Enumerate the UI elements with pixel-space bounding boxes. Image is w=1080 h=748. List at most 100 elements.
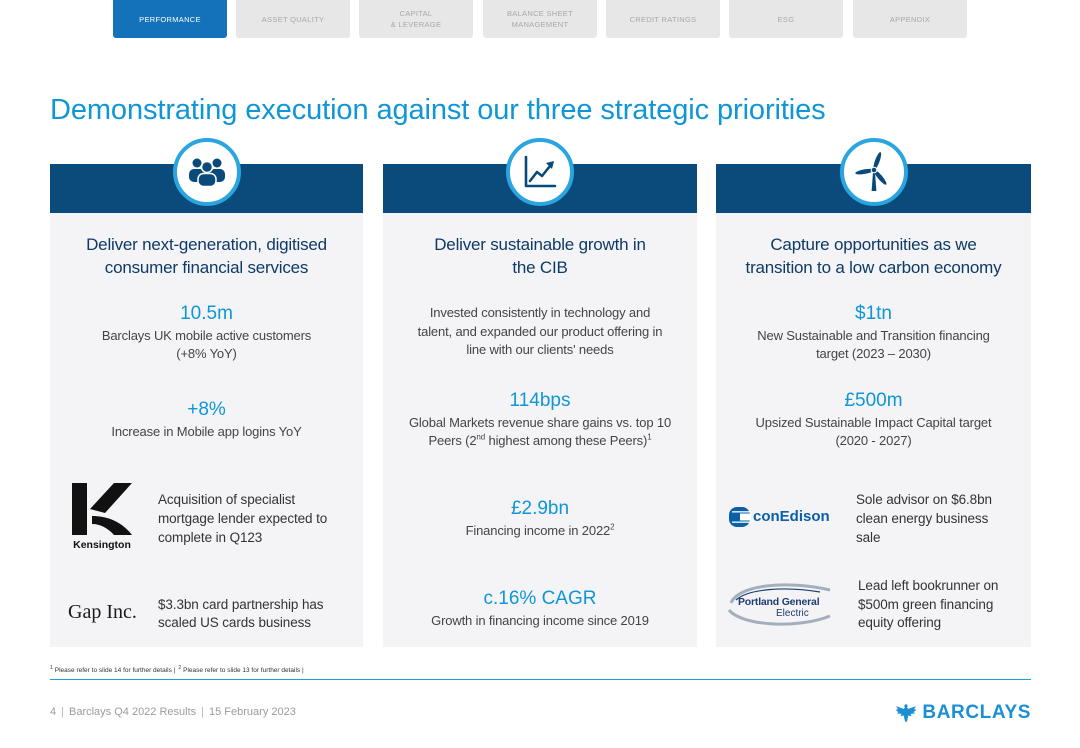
intro-line: talent, and expanded our product offerin… xyxy=(417,323,663,339)
portland-general-electric-logo: Portland General Electric xyxy=(726,581,834,627)
metric-description: Barclays UK mobile active customers (+8%… xyxy=(50,327,363,363)
conedison-wordmark: conEdison xyxy=(753,508,830,525)
heading-line: Deliver next-generation, digitised xyxy=(86,235,327,254)
highlight-line: mortgage lender expected to xyxy=(158,511,328,526)
metric-value: $1tn xyxy=(855,303,892,324)
description-line: New Sustainable and Transition financing xyxy=(757,328,990,343)
metric-description: Growth in financing income since 2019 xyxy=(383,612,697,630)
heading-line: consumer financial services xyxy=(104,258,309,277)
wind-turbine-icon xyxy=(839,137,909,207)
footer-separator: | xyxy=(201,706,205,718)
highlight-line: $500m green financing xyxy=(858,596,994,612)
eagle-icon xyxy=(896,704,917,722)
conedison-logo: conEdison xyxy=(729,505,832,529)
metric: 10.5m Barclays UK mobile active customer… xyxy=(50,303,363,363)
metric-value: +8% xyxy=(187,399,226,420)
conedison-mark-icon xyxy=(729,507,751,527)
presentation-date: 15 February 2023 xyxy=(209,706,296,718)
gap-inc-logo: Gap Inc. xyxy=(68,601,137,623)
description-line: (+8% YoY) xyxy=(176,346,237,361)
tab-label: CAPITAL xyxy=(399,9,433,18)
metric-value: 114bps xyxy=(509,390,571,411)
tab-balance-sheet-management[interactable]: BALANCE SHEET MANAGEMENT xyxy=(483,0,597,38)
priority-column-low-carbon: Capture opportunities as we transition t… xyxy=(716,138,1031,647)
metric-description: Increase in Mobile app logins YoY xyxy=(50,423,363,441)
page-title: Demonstrating execution against our thre… xyxy=(50,94,826,126)
tab-asset-quality[interactable]: ASSET QUALITY xyxy=(236,0,350,38)
highlight-text: Lead left bookrunner on $500m green fina… xyxy=(858,577,998,633)
metric: 114bps Global Markets revenue share gain… xyxy=(383,390,697,450)
people-group-icon xyxy=(172,137,242,207)
description-line: target (2023 – 2030) xyxy=(816,346,931,361)
description-line: Peers (2nd highest among these Peers)1 xyxy=(383,432,697,450)
metric: £500m Upsized Sustainable Impact Capital… xyxy=(716,390,1031,450)
description-line: Financing income in 20222 xyxy=(383,522,697,540)
tab-label: PERFORMANCE xyxy=(139,14,201,24)
highlight-text: Sole advisor on $6.8bn clean energy busi… xyxy=(856,490,992,547)
footnote-marker: 1 xyxy=(50,664,53,671)
tab-esg[interactable]: ESG xyxy=(729,0,843,38)
page-number: 4 xyxy=(50,706,57,718)
intro-line: line with our clients' needs xyxy=(466,342,614,357)
metric: $1tn New Sustainable and Transition fina… xyxy=(716,303,1031,363)
description-line: Global Markets revenue share gains vs. t… xyxy=(408,415,672,430)
heading-line: transition to a low carbon economy xyxy=(745,258,1002,277)
kensington-wordmark: Kensington xyxy=(73,539,131,551)
footnotes: 1 Please refer to slide 14 for further de… xyxy=(50,664,307,676)
description-segment: highest among these Peers) xyxy=(485,433,648,448)
highlight-line: sale xyxy=(856,530,881,545)
footer-separator: | xyxy=(61,706,64,718)
highlight-line: Sole advisor on $6.8bn xyxy=(856,492,992,507)
highlight-text: $3.3bn card partnership has scaled US ca… xyxy=(158,596,324,632)
tab-performance[interactable]: PERFORMANCE xyxy=(113,0,227,38)
metric-value: £2.9bn xyxy=(510,498,570,519)
pge-wordmark-line: Portland General xyxy=(738,596,820,608)
column-intro: Invested consistently in technology and … xyxy=(383,304,697,360)
footer-divider xyxy=(50,679,1031,680)
footnote-marker: 2 xyxy=(610,522,615,532)
tab-label: CREDIT RATINGS xyxy=(629,14,697,24)
barclays-logo: BARCLAYS xyxy=(894,701,1031,725)
highlight-line: Lead left bookrunner on xyxy=(858,578,999,593)
highlight-line: Acquisition of specialist xyxy=(158,492,296,507)
kensington-logo: Kensington xyxy=(72,483,132,553)
heading-line: the CIB xyxy=(512,258,568,277)
heading-line: Deliver sustainable growth in xyxy=(434,235,646,254)
metric: +8% Increase in Mobile app logins YoY xyxy=(50,399,363,441)
description-line: Barclays UK mobile active customers xyxy=(101,328,312,343)
highlight-line: scaled US cards business xyxy=(158,615,311,630)
metric-description: Upsized Sustainable Impact Capital targe… xyxy=(716,414,1031,450)
heading-line: Capture opportunities as we xyxy=(770,235,977,254)
column-heading: Deliver sustainable growth in the CIB xyxy=(383,233,697,279)
intro-line: Invested consistently in technology and xyxy=(429,305,651,320)
footnote-text: Please refer to slide 13 for further det… xyxy=(183,667,304,674)
metric: c.16% CAGR Growth in financing income si… xyxy=(383,588,697,630)
footnote-text: Please refer to slide 14 for further det… xyxy=(54,667,176,674)
description-line: Increase in Mobile app logins YoY xyxy=(111,424,302,439)
footer: 4 | Barclays Q4 2022 Results | 15 February 2… xyxy=(50,705,296,719)
priority-column-cib: Deliver sustainable growth in the CIB In… xyxy=(383,138,697,647)
description-line: Growth in financing income since 2019 xyxy=(431,613,649,628)
metric-value: 10.5m xyxy=(180,303,233,324)
tab-appendix[interactable]: APPENDIX xyxy=(853,0,967,38)
description-line: (2020 - 2027) xyxy=(835,433,912,448)
tab-credit-ratings[interactable]: CREDIT RATINGS xyxy=(606,0,720,38)
metric-description: Financing income in 20222 xyxy=(383,522,697,540)
metric-description: New Sustainable and Transition financing… xyxy=(716,327,1031,363)
column-heading: Capture opportunities as we transition t… xyxy=(716,233,1031,279)
metric-value: £500m xyxy=(844,390,903,411)
highlight-line: equity offering xyxy=(858,615,942,630)
highlight-line: $3.3bn card partnership has xyxy=(158,597,324,612)
description-line: Upsized Sustainable Impact Capital targe… xyxy=(755,415,992,430)
highlight-line: complete in Q123 xyxy=(158,530,263,545)
column-heading: Deliver next-generation, digitised consu… xyxy=(50,233,363,279)
growth-chart-icon xyxy=(505,137,575,207)
tab-capital-leverage[interactable]: CAPITAL & LEVERAGE xyxy=(359,0,473,38)
tab-label: & LEVERAGE xyxy=(390,20,442,29)
metric: £2.9bn Financing income in 20222 xyxy=(383,498,697,540)
tab-label: APPENDIX xyxy=(889,14,931,24)
metric-value: c.16% CAGR xyxy=(483,588,597,609)
pge-wordmark-line: Electric xyxy=(776,608,809,619)
brand-wordmark: BARCLAYS xyxy=(922,702,1031,723)
footnote-marker: 1 xyxy=(647,432,652,442)
